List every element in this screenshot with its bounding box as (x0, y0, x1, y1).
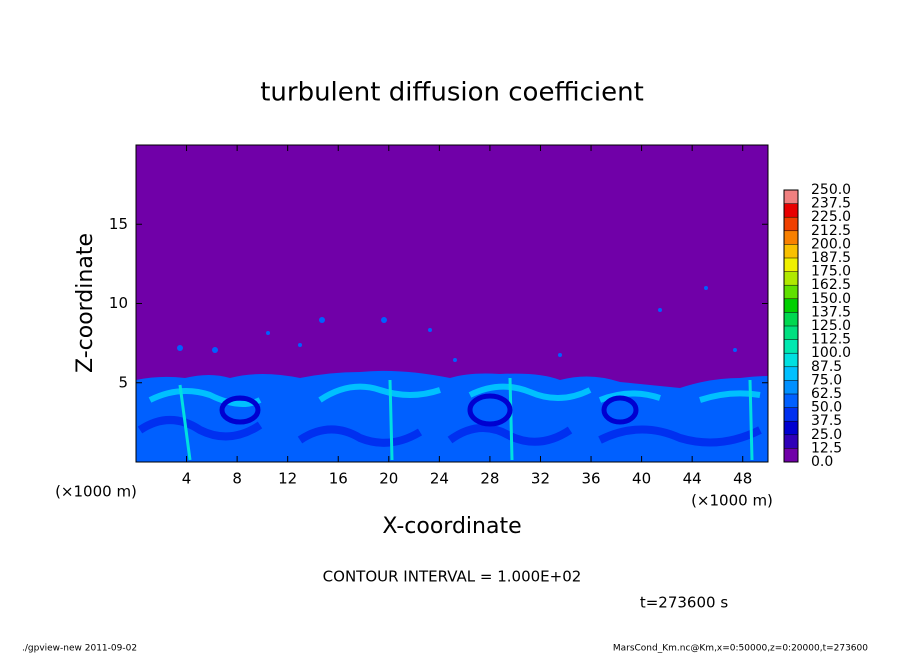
footer-right: MarsCond_Km.nc@Km,x=0:50000,z=0:20000,t=… (613, 644, 868, 654)
y-tick-label: 10 (109, 294, 128, 312)
colorbar-label: 200.0 (811, 236, 851, 252)
colorbar-bin (784, 380, 798, 394)
colorbar-label: 62.5 (811, 386, 842, 402)
x-unit-label: (×1000 m) (55, 483, 137, 501)
colorbar-label: 75.0 (811, 372, 842, 388)
colorbar-bin (784, 448, 798, 462)
colorbar-label: 25.0 (811, 427, 842, 443)
colorbar-bin (784, 285, 798, 299)
colorbar-bin (784, 353, 798, 367)
x-tick-label: 36 (581, 470, 600, 488)
x-tick-label: 40 (632, 470, 651, 488)
colorbar-bin (784, 217, 798, 231)
colorbar-bin (784, 339, 798, 354)
colorbar-bin (784, 421, 798, 435)
x-tick-label: 8 (232, 470, 242, 488)
colorbar-bin (784, 326, 798, 340)
colorbar-bin (784, 230, 798, 245)
colorbar-label: 0.0 (811, 454, 833, 470)
colorbar-label: 37.5 (811, 413, 842, 429)
x-axis-label: X-coordinate (382, 514, 521, 539)
x-tick-label: 32 (531, 470, 550, 488)
colorbar-label: 175.0 (811, 264, 851, 280)
x-tick-label: 48 (733, 470, 752, 488)
colorbar-label: 162.5 (811, 277, 851, 293)
colorbar-bin (784, 298, 798, 313)
colorbar-bin (784, 244, 798, 258)
colorbar-bin (784, 203, 798, 218)
colorbar-label: 250.0 (811, 182, 851, 198)
colorbar-label: 150.0 (811, 291, 851, 307)
colorbar-label: 100.0 (811, 345, 851, 361)
y-tick-label: 5 (118, 373, 128, 391)
colorbar-label: 125.0 (811, 318, 851, 334)
colorbar-label: 50.0 (811, 400, 842, 416)
x-tick-label: 4 (182, 470, 192, 488)
contour-note: CONTOUR INTERVAL = 1.000E+02 (323, 568, 582, 586)
x-tick-label: 12 (278, 470, 297, 488)
colorbar-label: 87.5 (811, 359, 842, 375)
colorbar-bin (784, 394, 798, 408)
chart-title: turbulent diffusion coefficient (260, 78, 644, 108)
colorbar-bin (784, 190, 798, 204)
colorbar-label: 112.5 (811, 332, 851, 348)
field-pattern (136, 286, 768, 462)
y-axis-label: Z-coordinate (73, 233, 98, 373)
colorbar-bin (784, 366, 798, 381)
colorbar-label: 12.5 (811, 440, 842, 456)
x-tick-label: 16 (329, 470, 348, 488)
colorbar-bin (784, 434, 798, 449)
colorbar-bin (784, 258, 798, 272)
x-unit-label: (×1000 m) (691, 492, 773, 510)
colorbar-label: 137.5 (811, 304, 851, 320)
time-note: t=273600 s (640, 594, 728, 612)
colorbar-label: 225.0 (811, 209, 851, 225)
footer-left: ./gpview-new 2011-09-02 (22, 644, 137, 654)
colorbar-bin (784, 407, 798, 422)
x-tick-label: 44 (683, 470, 702, 488)
colorbar-label: 212.5 (811, 223, 851, 239)
x-tick-label: 28 (480, 470, 499, 488)
colorbar-bin (784, 271, 798, 286)
colorbar-bin (784, 312, 798, 326)
x-tick-label: 20 (379, 470, 398, 488)
colorbar-label: 237.5 (811, 196, 851, 212)
y-tick-label: 15 (109, 215, 128, 233)
colorbar-label: 187.5 (811, 250, 851, 266)
x-tick-label: 24 (430, 470, 449, 488)
